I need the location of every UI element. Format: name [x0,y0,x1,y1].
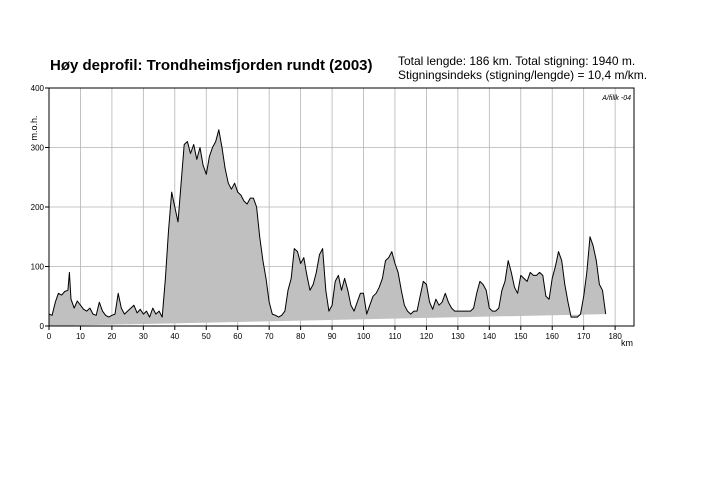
summary-line-2: Stigningsindeks (stigning/lengde) = 10,4… [398,68,648,82]
x-tick-label: 80 [296,332,305,341]
x-tick-label: 140 [483,332,497,341]
x-tick-label: 180 [608,332,622,341]
credit-text: A/fillk -04 [601,95,631,102]
summary-stats: Total lengde: 186 km. Total stigning: 19… [398,54,647,82]
axis-ticks: 0 10 20 30 40 50 60 70 80 90 100 110 120 130 140 150 160… [31,84,623,341]
x-tick-label: 110 [389,332,402,341]
x-tick-label: 70 [265,332,274,341]
x-tick-label: 0 [47,332,52,341]
elevation-fill [49,129,606,326]
x-tick-label: 40 [170,332,179,341]
x-tick-label: 90 [328,332,337,341]
x-tick-label: 130 [451,332,465,341]
x-tick-label: 150 [514,332,528,341]
x-tick-label: 170 [577,332,591,341]
chart-title: Høy deprofil: Trondheimsfjorden rundt (2… [50,57,373,74]
grid [49,88,634,326]
x-tick-label: 60 [233,332,242,341]
x-tick-label: 10 [76,332,85,341]
summary-line-1: Total lengde: 186 km. Total stigning: 19… [398,54,636,68]
x-tick-label: 100 [357,332,371,341]
elevation-area [48,129,607,326]
y-tick-label: 400 [31,84,45,93]
x-tick-label: 160 [546,332,560,341]
y-tick-label: 200 [31,203,45,212]
y-axis-label: m.o.h. [29,115,39,140]
x-tick-label: 20 [107,332,116,341]
x-axis-label: km [621,338,633,348]
x-tick-label: 30 [139,332,148,341]
y-tick-label: 300 [31,144,45,153]
elevation-line [48,129,607,318]
x-tick-label: 120 [420,332,434,341]
y-tick-label: 100 [31,263,45,272]
x-tick-label: 50 [202,332,211,341]
y-tick-label: 0 [40,322,45,331]
